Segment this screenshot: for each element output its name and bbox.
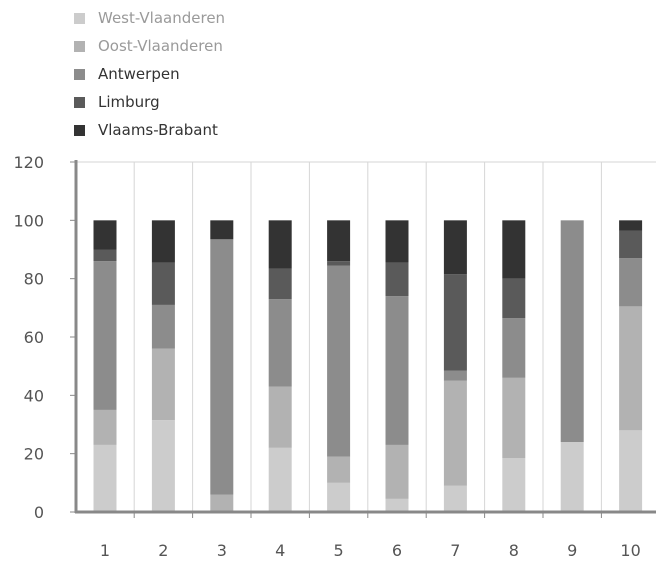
y-tick-label: 40 (24, 386, 44, 405)
bar-segment (327, 261, 351, 266)
bar-segment (502, 458, 526, 512)
legend-item: Limburg (74, 88, 225, 116)
legend-label: Oost-Vlaanderen (98, 37, 223, 55)
bar-segment (151, 420, 175, 512)
bar-segment (502, 377, 526, 459)
y-tick-label: 120 (13, 153, 44, 172)
bar-segment (560, 442, 584, 512)
bar-segment (327, 265, 351, 457)
x-tick-label: 1 (100, 541, 110, 560)
bar-segment (151, 304, 175, 349)
legend-swatch (74, 96, 85, 108)
bar-segment (502, 220, 526, 279)
bar-segment (268, 220, 292, 269)
bar-segment (93, 409, 117, 445)
legend-label: West-Vlaanderen (98, 9, 226, 27)
bar-segment (385, 262, 409, 297)
bar-segment (385, 296, 409, 445)
bar-segment (619, 230, 643, 259)
bar-segment (210, 239, 234, 495)
y-tick-label: 100 (13, 211, 44, 230)
bar-segment (93, 444, 117, 512)
x-tick-label: 6 (392, 541, 402, 560)
legend-label: Limburg (98, 93, 160, 111)
x-tick-label: 5 (334, 541, 344, 560)
bar-segment (93, 249, 117, 262)
legend-swatch (74, 124, 85, 136)
bar-segment (619, 220, 643, 231)
bar-segment (560, 220, 584, 442)
bar-segment (93, 220, 117, 250)
legend-swatch (74, 40, 85, 52)
bar-segment (385, 444, 409, 499)
bar-segment (443, 485, 467, 512)
x-tick-label: 10 (620, 541, 640, 560)
bar-segment (443, 220, 467, 275)
bar-segment (268, 268, 292, 300)
legend-item: West-Vlaanderen (74, 4, 225, 32)
bar-segment (151, 348, 175, 421)
bar-segment (619, 306, 643, 431)
y-tick-label: 20 (24, 445, 44, 464)
y-tick-label: 60 (24, 328, 44, 347)
bar-segment (443, 370, 467, 381)
bar-segment (443, 380, 467, 486)
legend-label: Antwerpen (98, 65, 180, 83)
bar-segment (619, 258, 643, 307)
bar-segment (268, 299, 292, 387)
legend-swatch (74, 12, 85, 24)
bar-segment (385, 498, 409, 512)
x-tick-label: 8 (509, 541, 519, 560)
bar-segment (502, 318, 526, 378)
bar-segment (385, 220, 409, 263)
legend-item: Vlaams-Brabant (74, 116, 225, 144)
legend: West-Vlaanderen Oost-Vlaanderen Antwerpen L… (74, 4, 225, 144)
bar-segment (619, 430, 643, 512)
legend-item: Antwerpen (74, 60, 225, 88)
bar-segment (210, 220, 234, 240)
x-tick-label: 3 (217, 541, 227, 560)
bar-segment (443, 274, 467, 371)
x-tick-label: 7 (450, 541, 460, 560)
bar-segment (327, 220, 351, 262)
y-tick-label: 80 (24, 270, 44, 289)
bar-segment (210, 494, 234, 512)
bar-segment (268, 386, 292, 448)
bar-segment (151, 262, 175, 305)
bar-segment (151, 220, 175, 263)
bar-segment (327, 456, 351, 483)
bar-segment (327, 482, 351, 512)
legend-swatch (74, 68, 85, 80)
bar-segment (268, 447, 292, 512)
legend-item: Oost-Vlaanderen (74, 32, 225, 60)
y-tick-label: 0 (34, 503, 44, 522)
x-tick-label: 2 (158, 541, 168, 560)
x-tick-label: 4 (275, 541, 285, 560)
x-tick-label: 9 (567, 541, 577, 560)
bar-segment (93, 261, 117, 410)
bar-segment (502, 278, 526, 319)
legend-label: Vlaams-Brabant (98, 121, 218, 139)
